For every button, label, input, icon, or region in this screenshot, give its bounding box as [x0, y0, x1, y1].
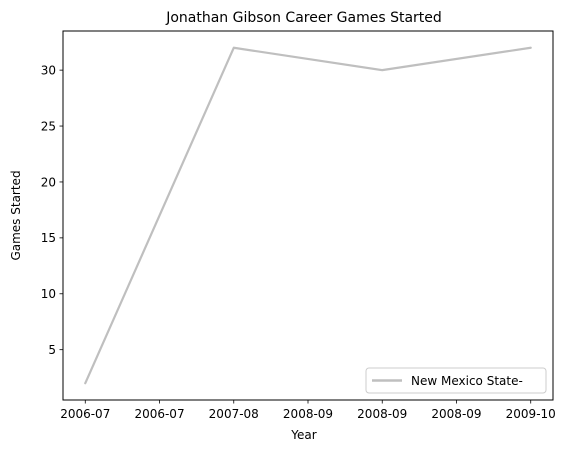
- x-tick-label: 2007-08: [209, 407, 259, 421]
- series-line: [84, 46, 532, 385]
- x-axis-label: Year: [290, 428, 316, 442]
- y-axis-label: Games Started: [9, 170, 23, 260]
- x-tick-label: 2008-09: [431, 407, 481, 421]
- y-tick-label: 15: [41, 231, 56, 245]
- plot-frame: [62, 30, 554, 401]
- y-tick-label: 5: [48, 343, 56, 357]
- plot-area: 5 10 15 20 25 30 2006-07 2006-07 2007-08 2008-09 2…: [41, 46, 556, 421]
- x-tick-label: 2009-10: [506, 407, 556, 421]
- x-tick-label: 2006-07: [134, 407, 184, 421]
- y-tick-label: 10: [41, 287, 56, 301]
- legend: New Mexico State-: [365, 367, 547, 394]
- chart-title: Jonathan Gibson Career Games Started: [165, 10, 442, 26]
- y-tick-label: 30: [41, 63, 56, 77]
- x-tick-label: 2006-07: [60, 407, 110, 421]
- legend-box: [365, 367, 547, 394]
- legend-label: New Mexico State-: [411, 374, 523, 388]
- x-tick-label: 2008-09: [357, 407, 407, 421]
- y-tick-label: 20: [41, 175, 56, 189]
- y-tick-label: 25: [41, 119, 56, 133]
- x-tick-label: 2008-09: [283, 407, 333, 421]
